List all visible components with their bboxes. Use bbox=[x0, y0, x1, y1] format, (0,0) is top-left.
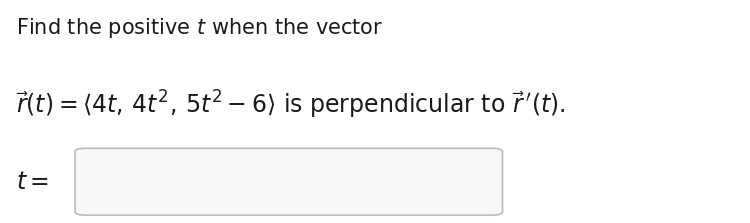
Text: $\vec{r}(t) = \langle 4t,\, 4t^2,\, 5t^2 - 6\rangle$ is perpendicular to $\vec{r: $\vec{r}(t) = \langle 4t,\, 4t^2,\, 5t^2… bbox=[16, 89, 566, 121]
Text: $t =$: $t =$ bbox=[16, 170, 50, 194]
FancyBboxPatch shape bbox=[75, 148, 503, 215]
Text: Find the positive $t$ when the vector: Find the positive $t$ when the vector bbox=[16, 16, 384, 40]
